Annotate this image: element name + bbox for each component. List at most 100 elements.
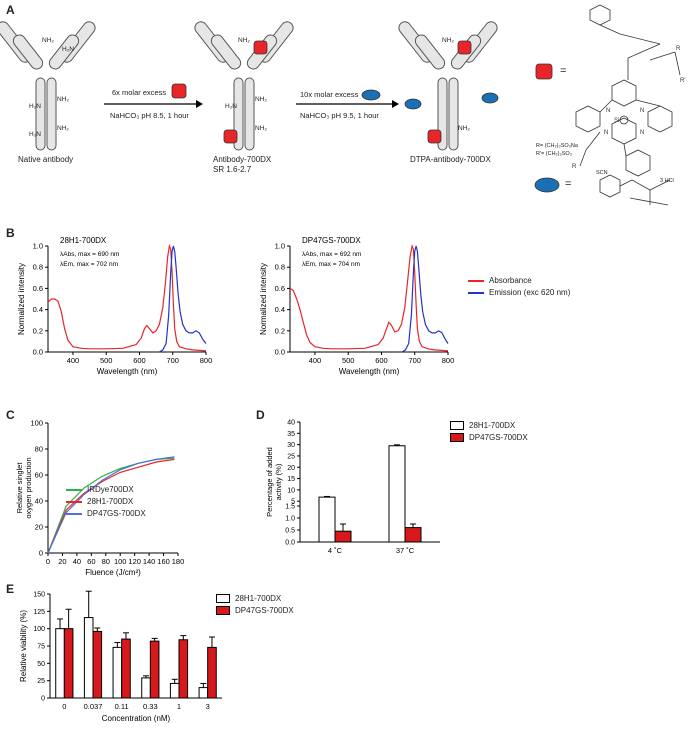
panel-letter-b: B	[6, 226, 15, 240]
x-tick-label: 500	[100, 356, 113, 365]
x-tick-label: 160	[157, 557, 170, 566]
y-tick-label: 1.0	[275, 242, 285, 251]
y-axis-label: Percentage of added	[265, 447, 274, 517]
step1-buffer: NaHCO₃ pH 8.5, 1 hour	[110, 111, 189, 120]
y-tick-label: 20	[35, 523, 43, 532]
lambda-abs-annotation: λAbs, max = 690 nm	[60, 251, 119, 258]
panel-letter-a: A	[6, 3, 15, 17]
absorbance-emission-chart-28h1: 400 500 600 700 800 0.0 0.2 0.4 0.6 0.8 1.0 Wavelen…	[17, 236, 212, 376]
svg-text:R: R	[572, 164, 577, 170]
y-tick-label: 1.0	[33, 242, 43, 251]
panel-letter-e: E	[6, 582, 15, 596]
absorbance-emission-chart-dp47gs: 400 500 600 700 800 0.0 0.2 0.4 0.6 0.8 1.0 Wavelen…	[259, 236, 455, 376]
bar	[334, 530, 352, 543]
y-tick-label: 1.5	[285, 504, 295, 511]
bar	[83, 617, 94, 699]
y-tick-label: 50	[37, 661, 45, 668]
h2n-label: H₂N	[29, 131, 41, 138]
legend-28h1-swatch	[216, 594, 230, 603]
nh2-label: NH₂	[57, 96, 69, 103]
step2-buffer: NaHCO₃ pH 9.5, 1 hour	[300, 111, 379, 120]
y-tick-label: 25	[37, 678, 45, 685]
legend-emission: Emission (exc 620 nm)	[489, 288, 571, 297]
conjugation-scheme: Si N N N N R R' R	[0, 4, 685, 206]
legend-dp47gs: DP47GS-700DX	[87, 509, 146, 518]
y-tick-label: 75	[37, 644, 45, 651]
y-tick-label: 0	[41, 696, 45, 703]
y-tick-label: 125	[33, 609, 45, 616]
y-tick-label: 0.8	[275, 263, 285, 272]
bar	[55, 628, 65, 699]
singlet-oxygen-chart: 0 20 40 60 80 100 120 140 160 180020406080100Flue…	[15, 419, 185, 578]
nh2-label: NH₂	[42, 37, 54, 44]
r2-definition: R'= (CH₂)₃SO₃	[536, 151, 572, 157]
chart-title: DP47GS-700DX	[302, 236, 361, 245]
legend-dp47gs: DP47GS-700DX	[469, 433, 528, 442]
x-tick-label: 20	[58, 557, 66, 566]
equals-dye: =	[560, 65, 567, 77]
x-tick-label: 60	[87, 557, 95, 566]
x-axis-label: Wavelength (nm)	[339, 367, 400, 376]
x-tick-label: 0	[62, 702, 66, 711]
x-tick-label: 37 ˚C	[396, 546, 415, 555]
bar	[207, 646, 217, 699]
x-tick-label: 3	[206, 702, 210, 711]
legend-dp47gs: DP47GS-700DX	[235, 606, 294, 615]
lambda-em-annotation: λEm, max = 704 nm	[302, 261, 360, 268]
y-tick-label: 150	[33, 592, 45, 599]
y-tick-label: 30	[287, 442, 295, 449]
x-tick-label: 0.037	[84, 702, 103, 711]
legend-emission-line	[468, 291, 484, 294]
y-tick-label: 1.0	[285, 516, 295, 523]
y-tick-label: 0.2	[33, 326, 43, 335]
x-tick-label: 0.11	[115, 702, 129, 711]
x-tick-label: 700	[166, 356, 179, 365]
bar	[318, 496, 336, 543]
svg-text:R': R'	[680, 78, 685, 84]
bar	[63, 628, 74, 699]
y-axis-label: Normalized intensity	[17, 263, 26, 335]
y-tick-label: 40	[35, 497, 43, 506]
bar	[121, 638, 131, 699]
legend-irdye: IRDye700DX	[87, 485, 134, 494]
svg-text:Si: Si	[614, 118, 619, 124]
viability-legend: 28H1-700DX DP47GS-700DX	[216, 594, 294, 618]
x-tick-label: 180	[172, 557, 185, 566]
legend-dp47gs-line	[66, 512, 82, 515]
lambda-em-annotation: λEm, max = 702 nm	[60, 261, 118, 268]
x-tick-label: 400	[309, 356, 322, 365]
legend-28h1: 28H1-700DX	[469, 421, 516, 430]
y-tick-label: 60	[35, 471, 43, 480]
antibody-native-label: Native antibody	[18, 155, 74, 164]
nh2-label: NH₂	[57, 125, 69, 132]
y-tick-label: 0.0	[275, 348, 285, 357]
y-tick-label: 80	[35, 445, 43, 454]
legend-28h1: 28H1-700DX	[87, 497, 134, 506]
chart-title: 28H1-700DX	[60, 236, 107, 245]
legend-dp47gs-swatch	[216, 606, 230, 615]
y-tick-label: 0.6	[33, 284, 43, 293]
bar	[141, 677, 151, 699]
y-tick-label: 25	[287, 453, 295, 460]
antibody-700dx-sr-label: SR 1.6-2.7	[213, 165, 252, 174]
series-line	[47, 456, 175, 554]
antibody-dtpa-700dx-label: DTPA-antibody-700DX	[410, 155, 491, 164]
y-tick-label: 0	[39, 549, 43, 558]
y-axis-label: Relative viability (%)	[19, 610, 28, 682]
y-tick-label: 15	[287, 476, 295, 483]
x-tick-label: 4 ˚C	[328, 546, 343, 555]
nh2-label: NH₂	[255, 96, 267, 103]
legend-irdye-line	[66, 488, 82, 491]
equals-dtpa: =	[565, 178, 572, 190]
series-line	[47, 243, 207, 352]
x-tick-label: 800	[442, 356, 455, 365]
nh2-label: NH₂	[458, 125, 470, 132]
y-tick-label: 35	[287, 431, 295, 438]
x-axis-label: Wavelength (nm)	[97, 367, 158, 376]
y-axis-label: activity (%)	[274, 463, 283, 500]
legend-28h1-swatch	[450, 421, 464, 430]
y-axis-label: Normalized intensity	[259, 263, 268, 335]
panel-letter-c: C	[6, 408, 15, 422]
activity-legend: 28H1-700DX DP47GS-700DX	[450, 421, 528, 445]
legend-dp47gs-swatch	[450, 433, 464, 442]
